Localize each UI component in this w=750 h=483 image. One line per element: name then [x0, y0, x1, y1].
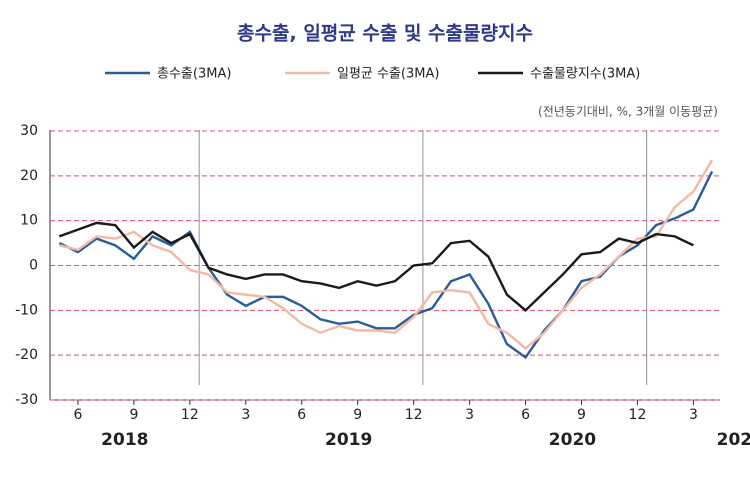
y-tick-label: -10 [15, 302, 38, 318]
y-tick-label: 20 [20, 168, 38, 184]
x-tick-label: 12 [629, 407, 647, 423]
x-tick-label: 3 [689, 407, 698, 423]
x-tick-label: 6 [297, 407, 306, 423]
year-label: 2021 [717, 430, 750, 450]
x-tick-label: 12 [181, 407, 199, 423]
y-tick-label: 0 [29, 258, 38, 274]
x-tick-label: 9 [353, 407, 362, 423]
year-label: 2018 [101, 430, 148, 450]
x-tick-label: 3 [465, 407, 474, 423]
y-tick-label: 10 [20, 213, 38, 229]
series-line [59, 159, 714, 351]
x-tick-label: 9 [129, 407, 138, 423]
y-tick-label: -30 [15, 392, 38, 408]
series-line [58, 221, 694, 312]
year-label: 2019 [325, 430, 372, 450]
y-tick-label: 30 [20, 123, 38, 139]
legend-label: 수출물량지수(3MA) [530, 67, 640, 82]
year-label: 2020 [549, 430, 596, 450]
series-line [58, 170, 714, 360]
x-tick-label: 9 [577, 407, 586, 423]
y-tick-label: -20 [15, 347, 38, 363]
x-tick-label: 3 [241, 407, 250, 423]
x-tick-label: 6 [521, 407, 530, 423]
x-tick-label: 6 [73, 407, 82, 423]
x-tick-label: 12 [405, 407, 423, 423]
note: (전년동기대비, %, 3개월 이동평균) [538, 105, 718, 119]
legend-label: 일평균 수출(3MA) [337, 67, 439, 82]
chart-title: 총수출, 일평균 수출 및 수출물량지수 [237, 23, 533, 45]
legend-label: 총수출(3MA) [157, 67, 231, 82]
